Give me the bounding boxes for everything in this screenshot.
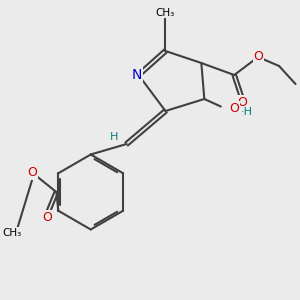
Text: ·H: ·H bbox=[241, 106, 253, 117]
Text: O: O bbox=[237, 95, 247, 109]
Text: O: O bbox=[42, 211, 52, 224]
Text: N: N bbox=[132, 68, 142, 82]
Text: O: O bbox=[28, 166, 38, 179]
Text: O: O bbox=[230, 101, 240, 115]
Text: O: O bbox=[253, 50, 263, 64]
Text: CH₃: CH₃ bbox=[2, 227, 22, 238]
Text: CH₃: CH₃ bbox=[156, 8, 175, 18]
Text: H: H bbox=[110, 131, 118, 142]
